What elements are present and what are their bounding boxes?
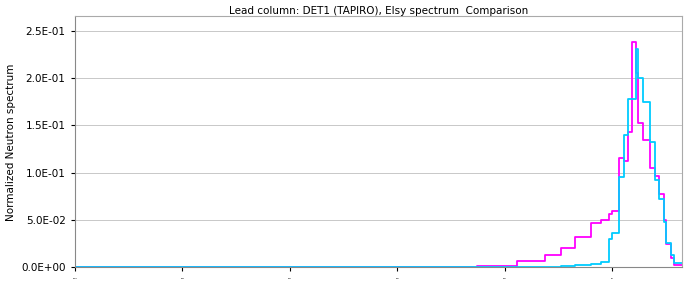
Y-axis label: Normalized Neutron spectrum: Normalized Neutron spectrum (6, 63, 16, 221)
Title: Lead column: DET1 (TAPIRO), Elsy spectrum  Comparison: Lead column: DET1 (TAPIRO), Elsy spectru… (229, 5, 528, 16)
